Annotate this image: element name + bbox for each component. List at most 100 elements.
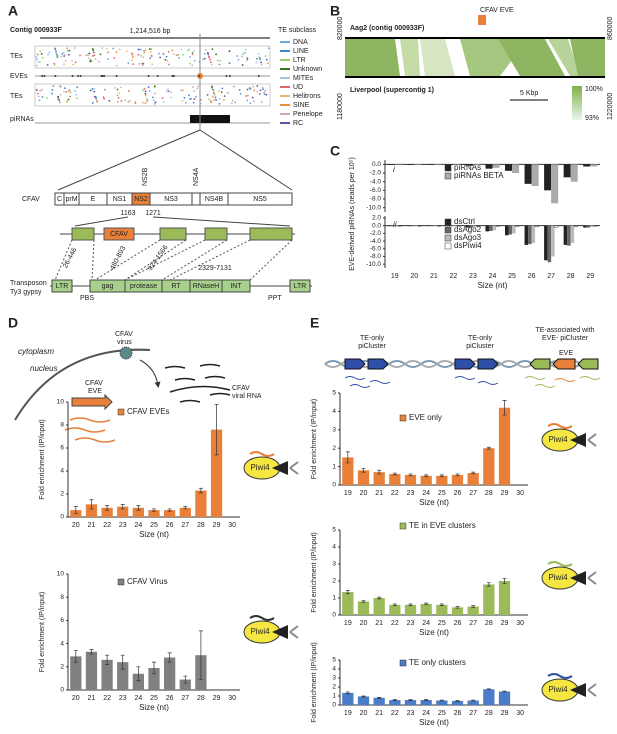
error-bar (408, 473, 413, 477)
te-dot (35, 58, 38, 61)
bar (391, 225, 395, 227)
piwi-label: Piwi4 (250, 463, 270, 472)
te-dot (55, 50, 57, 53)
y-axis-label: EVE-derived piRNAs (reads per 10⁵) (349, 157, 356, 271)
label: 1220000 (607, 93, 614, 120)
te-dot (40, 52, 43, 55)
x-tick-label: 27 (547, 273, 555, 280)
y-tick-label: 2 (332, 684, 336, 691)
legend-label: CFAV Virus (127, 577, 168, 586)
te-dot (74, 47, 76, 49)
shape (577, 358, 599, 370)
te-dot (260, 61, 262, 64)
te-dot (213, 93, 216, 96)
gene-label: NS1 (113, 196, 127, 203)
x-tick-label: 19 (391, 273, 399, 280)
te-dot (35, 55, 37, 58)
te-dot (59, 93, 62, 96)
error-bar (408, 603, 413, 606)
bar (433, 164, 441, 165)
te-dot (218, 102, 221, 105)
te-dot (180, 89, 182, 92)
te-dot (146, 99, 149, 102)
te-dot (85, 54, 88, 56)
bar (531, 164, 539, 186)
bar (85, 504, 98, 517)
te-dot (253, 89, 256, 92)
y-tick-label: 2 (60, 491, 64, 498)
y-tick-label: 0 (332, 482, 336, 489)
te-dot (89, 89, 92, 92)
te-dot (35, 64, 38, 67)
error-bar (152, 508, 156, 512)
te-dot (93, 90, 96, 93)
bar (446, 225, 450, 227)
x-tick-label: 25 (438, 490, 446, 497)
te-dot (204, 48, 207, 51)
x-tick-label: 23 (407, 710, 415, 717)
te-dot (218, 63, 221, 66)
te-dot (211, 95, 214, 98)
gene-label: E (91, 196, 96, 203)
te-dot (74, 61, 77, 64)
error-bar (198, 487, 203, 494)
shape (71, 393, 113, 411)
te-dot (266, 62, 269, 65)
te-dot (51, 92, 53, 95)
shape (204, 227, 228, 241)
te-dot (87, 54, 89, 56)
legend-swatch (444, 242, 452, 250)
te-dot (131, 54, 134, 56)
te-dot (41, 96, 44, 98)
te-dot (153, 85, 156, 88)
piwi-label: Piwi4 (548, 685, 568, 694)
y-tick-label: 2 (332, 578, 336, 585)
gene-label: NS4B (205, 196, 224, 203)
te-dot (68, 89, 71, 92)
te-dot (192, 50, 195, 52)
eve-dot (225, 75, 228, 77)
legend-swatch (444, 164, 452, 172)
bar (551, 164, 559, 204)
te-dot (236, 55, 239, 57)
te-dot (140, 55, 142, 57)
bar (485, 225, 489, 232)
shape (152, 216, 291, 227)
error-bar (136, 666, 141, 682)
te-dot (158, 52, 160, 55)
te-dot (188, 62, 191, 65)
te-dot (144, 94, 147, 97)
x-tick-label: 25 (508, 273, 516, 280)
te-dot (142, 62, 145, 65)
te-dot (153, 102, 156, 105)
x-tick-label: 23 (407, 490, 415, 497)
bar (417, 225, 422, 227)
y-tick-label: 5 (332, 527, 336, 534)
te-dot (257, 52, 260, 55)
te-dot (165, 55, 168, 58)
te-dot (151, 63, 154, 66)
te-dot (39, 89, 42, 92)
error-bar (136, 505, 141, 511)
error-bar (377, 469, 382, 475)
pirna (249, 451, 275, 457)
eve-dot (257, 75, 260, 77)
piwi-tip (570, 433, 586, 447)
bar (436, 700, 448, 705)
te-dot (259, 89, 262, 92)
te-dot (131, 59, 133, 62)
antibody (289, 625, 299, 639)
te-dot (214, 96, 217, 99)
te-dot (223, 95, 226, 97)
te-dot (63, 54, 66, 56)
te-dot (264, 89, 267, 92)
y-tick-label: -6.0 (370, 245, 382, 252)
y-tick-label: 1 (332, 463, 336, 470)
te-dot (72, 63, 75, 66)
error-bar (377, 596, 382, 600)
te-dot (192, 101, 195, 104)
te-dot (211, 86, 214, 89)
eve-dot (198, 75, 201, 77)
legend-swatch (117, 408, 125, 416)
te-dot (246, 94, 249, 97)
